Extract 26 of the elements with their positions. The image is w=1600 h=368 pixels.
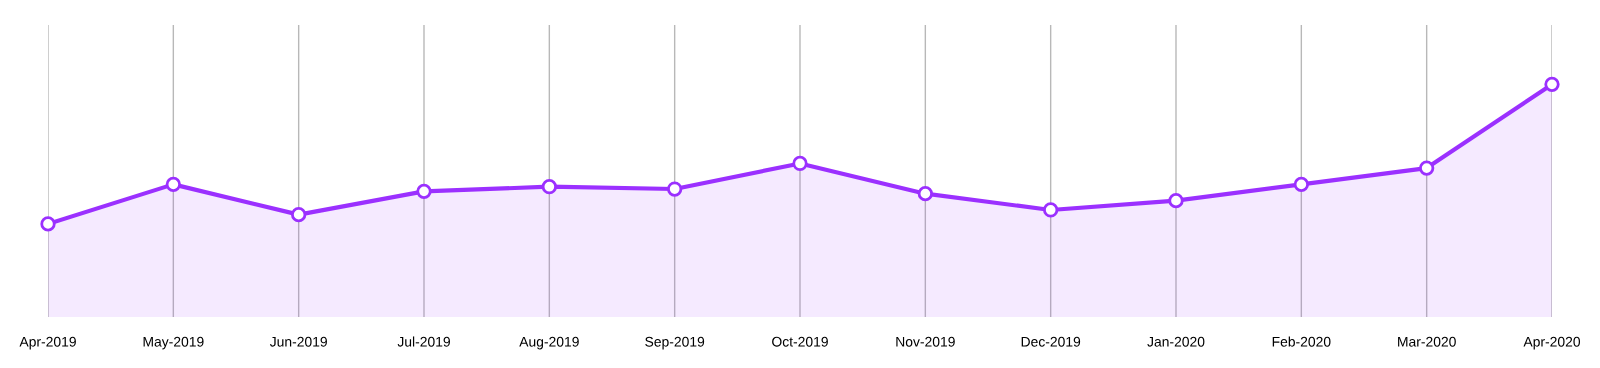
x-tick-label: Jul-2019 <box>397 336 450 347</box>
point <box>917 186 933 202</box>
point <box>40 216 56 232</box>
point <box>667 181 683 197</box>
point <box>1419 160 1435 176</box>
x-tick-label: Apr-2020 <box>1523 336 1581 350</box>
x-tick-label: Feb-2020 <box>1272 336 1331 347</box>
point <box>792 155 808 172</box>
x-tick-label: Nov-2019 <box>896 336 955 347</box>
point <box>1293 176 1309 193</box>
point <box>165 176 181 193</box>
point <box>541 179 557 195</box>
x-tick-label: Apr-2019 <box>19 336 76 350</box>
x-tick-label: May-2019 <box>143 336 204 350</box>
x-tick-label: Dec-2019 <box>1021 336 1081 347</box>
x-tick-label: Sep-2019 <box>645 336 705 350</box>
x-tick-label: Aug-2019 <box>519 336 579 350</box>
point <box>1544 76 1560 92</box>
x-tick-label: Jun-2019 <box>269 336 327 347</box>
point <box>416 183 432 199</box>
x-tick-label: Mar-2020 <box>1398 336 1456 347</box>
point <box>1043 202 1059 218</box>
x-tick-label: Oct-2019 <box>772 336 828 347</box>
x-tick-label: Jan-2020 <box>1147 336 1205 347</box>
point <box>1168 193 1184 209</box>
point <box>291 206 307 223</box>
